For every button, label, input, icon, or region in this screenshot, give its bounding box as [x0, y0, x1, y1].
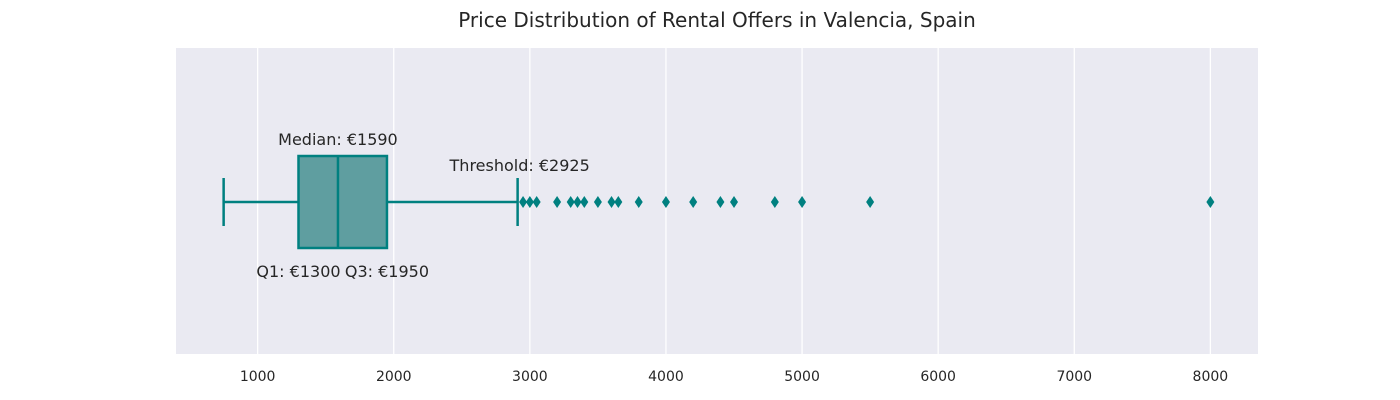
x-tick-label-5000: 5000: [784, 369, 820, 385]
outlier-point-4200: [689, 196, 698, 208]
x-tick-label-7000: 7000: [1056, 369, 1092, 385]
outlier-point-5000: [798, 196, 807, 208]
outlier-point-2950: [519, 196, 528, 208]
box-plot: [222, 154, 519, 250]
threshold-annotation: Threshold: €2925: [449, 156, 590, 175]
outlier-point-3600: [607, 196, 616, 208]
x-axis-tick-labels: 1000 2000 3000 4000 5000 6000 7000 8000: [240, 369, 1228, 385]
x-tick-label-6000: 6000: [920, 369, 956, 385]
x-tick-label-8000: 8000: [1193, 369, 1229, 385]
x-tick-label-2000: 2000: [376, 369, 412, 385]
outlier-point-3500: [593, 196, 602, 208]
median-annotation: Median: €1590: [278, 130, 398, 149]
outlier-point-8000: [1206, 196, 1215, 208]
outlier-point-3400: [580, 196, 589, 208]
outlier-point-3000: [525, 196, 534, 208]
outlier-points: [519, 196, 1215, 208]
outlier-point-3800: [634, 196, 643, 208]
outlier-point-4000: [661, 196, 670, 208]
outlier-point-4500: [730, 196, 739, 208]
q1-annotation: Q1: €1300: [256, 262, 340, 281]
x-tick-label-1000: 1000: [240, 369, 276, 385]
outlier-point-3350: [573, 196, 582, 208]
outlier-point-3300: [566, 196, 575, 208]
iqr-box: [297, 154, 389, 250]
chart-title: Price Distribution of Rental Offers in V…: [458, 8, 976, 32]
x-tick-label-3000: 3000: [512, 369, 548, 385]
x-tick-label-4000: 4000: [648, 369, 684, 385]
outlier-point-5500: [866, 196, 875, 208]
outlier-point-3200: [553, 196, 562, 208]
outlier-point-4800: [770, 196, 779, 208]
outlier-point-4400: [716, 196, 725, 208]
outlier-point-3050: [532, 196, 541, 208]
q3-annotation: Q3: €1950: [345, 262, 429, 281]
outlier-point-3650: [614, 196, 623, 208]
